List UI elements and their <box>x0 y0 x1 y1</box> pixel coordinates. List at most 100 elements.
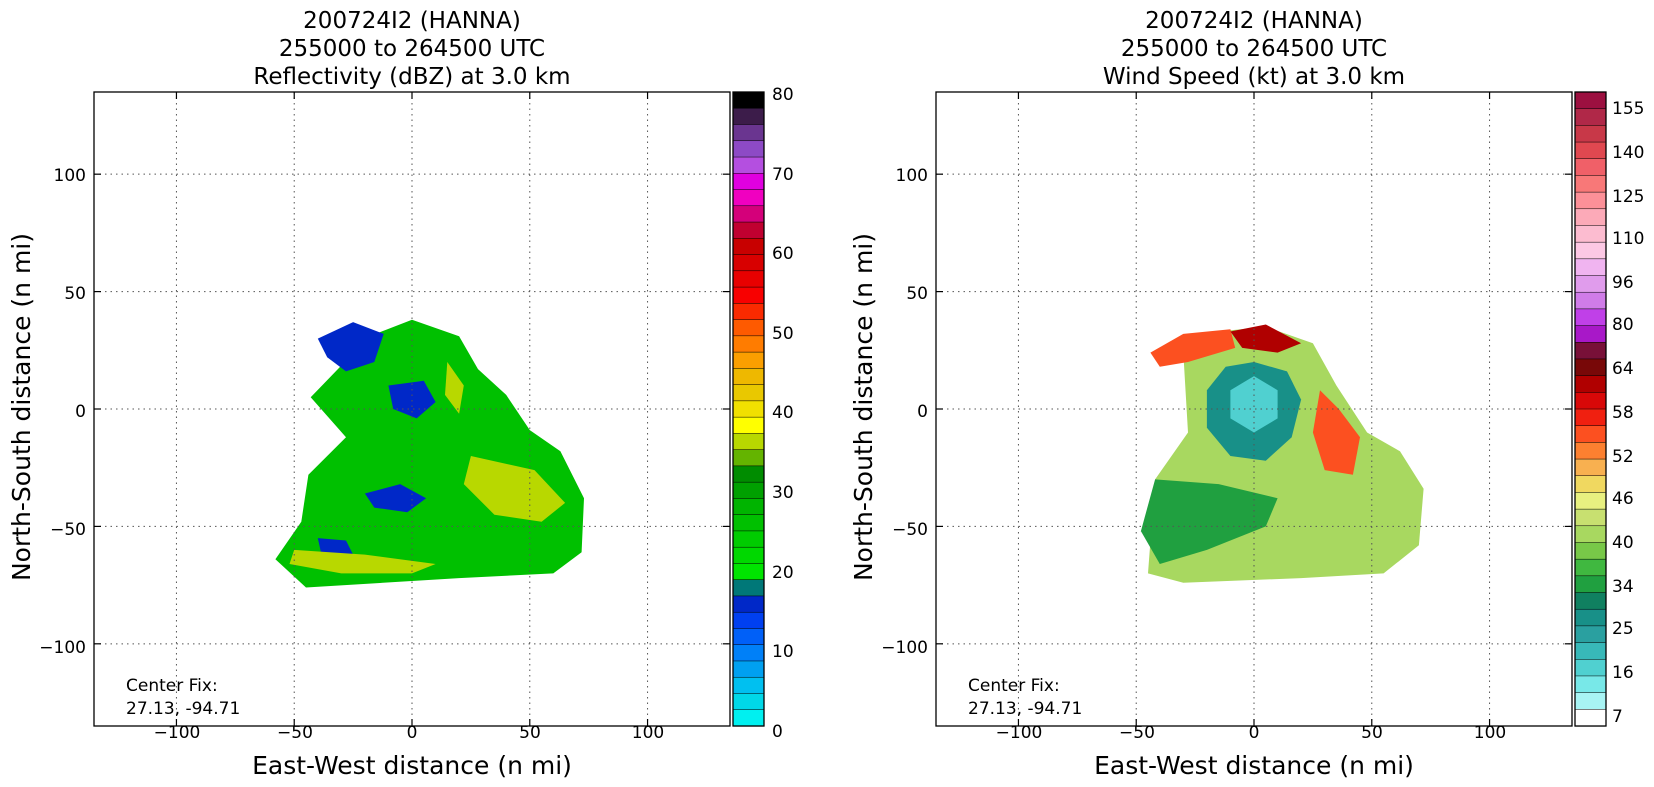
data-zone <box>1230 376 1278 433</box>
colorbar-tick-label: 20 <box>772 563 794 583</box>
colorbar-segment <box>1574 642 1607 660</box>
x-tick-label: 100 <box>632 723 664 743</box>
y-tick-label: 50 <box>64 284 86 304</box>
wind-speed-colorbar <box>1574 91 1607 727</box>
colorbar-segment <box>1574 175 1607 193</box>
colorbar-tick-label: 40 <box>772 403 794 423</box>
data-zone <box>445 362 464 414</box>
colorbar-segment <box>732 335 765 353</box>
colorbar-segment <box>732 611 765 630</box>
colorbar-segment <box>732 319 765 337</box>
colorbar-segment <box>732 660 765 678</box>
y-tick-label: 100 <box>896 166 928 186</box>
colorbar-segment <box>1574 659 1607 677</box>
colorbar-segment <box>1574 458 1607 477</box>
reflectivity-colorbar <box>732 91 765 727</box>
colorbar-segment <box>1574 342 1607 360</box>
data-zone <box>1230 324 1302 353</box>
colorbar-segment <box>732 579 765 597</box>
colorbar-segment <box>1574 191 1607 210</box>
y-tick-label: −50 <box>50 520 86 540</box>
colorbar-segment <box>732 400 765 418</box>
data-zone <box>275 319 584 588</box>
colorbar-segment <box>732 644 765 662</box>
data-zone <box>388 380 436 419</box>
center-fix-label: Center Fix: <box>126 676 218 696</box>
colorbar-tick-label: 96 <box>1612 273 1634 293</box>
colorbar-segment <box>1574 675 1607 694</box>
data-zone <box>463 456 566 522</box>
x-tick-label: −100 <box>996 723 1043 743</box>
data-zone <box>364 484 427 513</box>
reflectivity-plot-area[interactable] <box>93 91 731 727</box>
colorbar-segment <box>732 205 765 223</box>
data-zone <box>1312 390 1360 475</box>
y-tick-label: 50 <box>906 284 928 304</box>
x-tick-label: −50 <box>1119 723 1155 743</box>
axis-ticks <box>94 92 730 726</box>
colorbar-segment <box>1574 492 1607 510</box>
colorbar-segment <box>1574 308 1607 327</box>
y-tick-label: −50 <box>892 520 928 540</box>
x-axis-label: East-West distance (n mi) <box>252 751 572 780</box>
colorbar-frame <box>1574 91 1607 727</box>
colorbar-segment <box>1574 158 1607 176</box>
colorbar-tick-labels: 155 140 125 110 96 80 64 58 52 46 40 34 … <box>1612 99 1644 727</box>
colorbar-tick-labels: 80 70 60 50 40 30 20 10 0 <box>772 85 794 742</box>
colorbar-segment <box>732 676 765 695</box>
colorbar-tick-label: 80 <box>772 85 794 105</box>
colorbar-segment <box>732 433 765 451</box>
x-tick-label: 50 <box>519 723 541 743</box>
colorbar-tick-label: 140 <box>1612 143 1644 163</box>
data-zone <box>317 322 384 372</box>
colorbar-tick-label: 10 <box>772 642 794 662</box>
colorbar-tick-label: 40 <box>1612 533 1634 553</box>
colorbar-segment <box>732 514 765 532</box>
colorbar-segment <box>1574 592 1607 610</box>
colorbar-segment <box>1574 392 1607 410</box>
colorbar-segment <box>1574 425 1607 443</box>
colorbar-segment <box>732 238 765 256</box>
colorbar-segment <box>732 530 765 548</box>
colorbar-tick-label: 16 <box>1612 663 1634 683</box>
center-fix-coords: 27.13, -94.71 <box>968 699 1082 719</box>
panel-title-line: 200724I2 (HANNA) <box>1145 8 1363 34</box>
center-fix-coords: 27.13, -94.71 <box>126 699 240 719</box>
colorbar-segment <box>1574 575 1607 594</box>
colorbar-segment <box>732 156 765 174</box>
colorbar-segment <box>1574 558 1607 577</box>
data-zone <box>1140 479 1278 564</box>
colorbar-tick-label: 52 <box>1612 447 1634 467</box>
y-tick-label: 0 <box>917 402 928 422</box>
colorbar-segment <box>1574 225 1607 243</box>
colorbar-tick-label: 0 <box>772 722 783 742</box>
colorbar-segment <box>1574 375 1607 393</box>
y-tick-label: 100 <box>54 166 86 186</box>
colorbar-segment <box>1574 141 1607 160</box>
wind-speed-plot-area[interactable] <box>935 91 1573 727</box>
x-axis-label: East-West distance (n mi) <box>1094 751 1414 780</box>
colorbar-tick-label: 30 <box>772 483 794 503</box>
data-zone <box>1150 329 1236 367</box>
colorbar-tick-label: 155 <box>1612 99 1644 119</box>
grid <box>936 92 1572 726</box>
colorbar-segment <box>1574 91 1607 110</box>
colorbar-segment <box>732 709 765 727</box>
colorbar-segment <box>732 173 765 191</box>
x-tick-label: 50 <box>1361 723 1383 743</box>
data-field <box>1140 324 1424 583</box>
colorbar-segment <box>732 449 765 467</box>
colorbar-segment <box>732 91 765 109</box>
y-tick-label: −100 <box>39 638 86 658</box>
colorbar-segment <box>1574 525 1607 544</box>
colorbar-segment <box>732 221 765 239</box>
colorbar-segment <box>1574 408 1607 427</box>
panel-title-line: 200724I2 (HANNA) <box>303 8 521 34</box>
grid <box>94 92 730 726</box>
colorbar-tick-label: 70 <box>772 165 794 185</box>
panel-title-line: 255000 to 264500 UTC <box>279 36 545 62</box>
colorbar-segment <box>732 628 765 646</box>
colorbar-segment <box>732 140 765 158</box>
colorbar-tick-label: 58 <box>1612 403 1634 423</box>
colorbar-segment <box>1574 108 1607 126</box>
